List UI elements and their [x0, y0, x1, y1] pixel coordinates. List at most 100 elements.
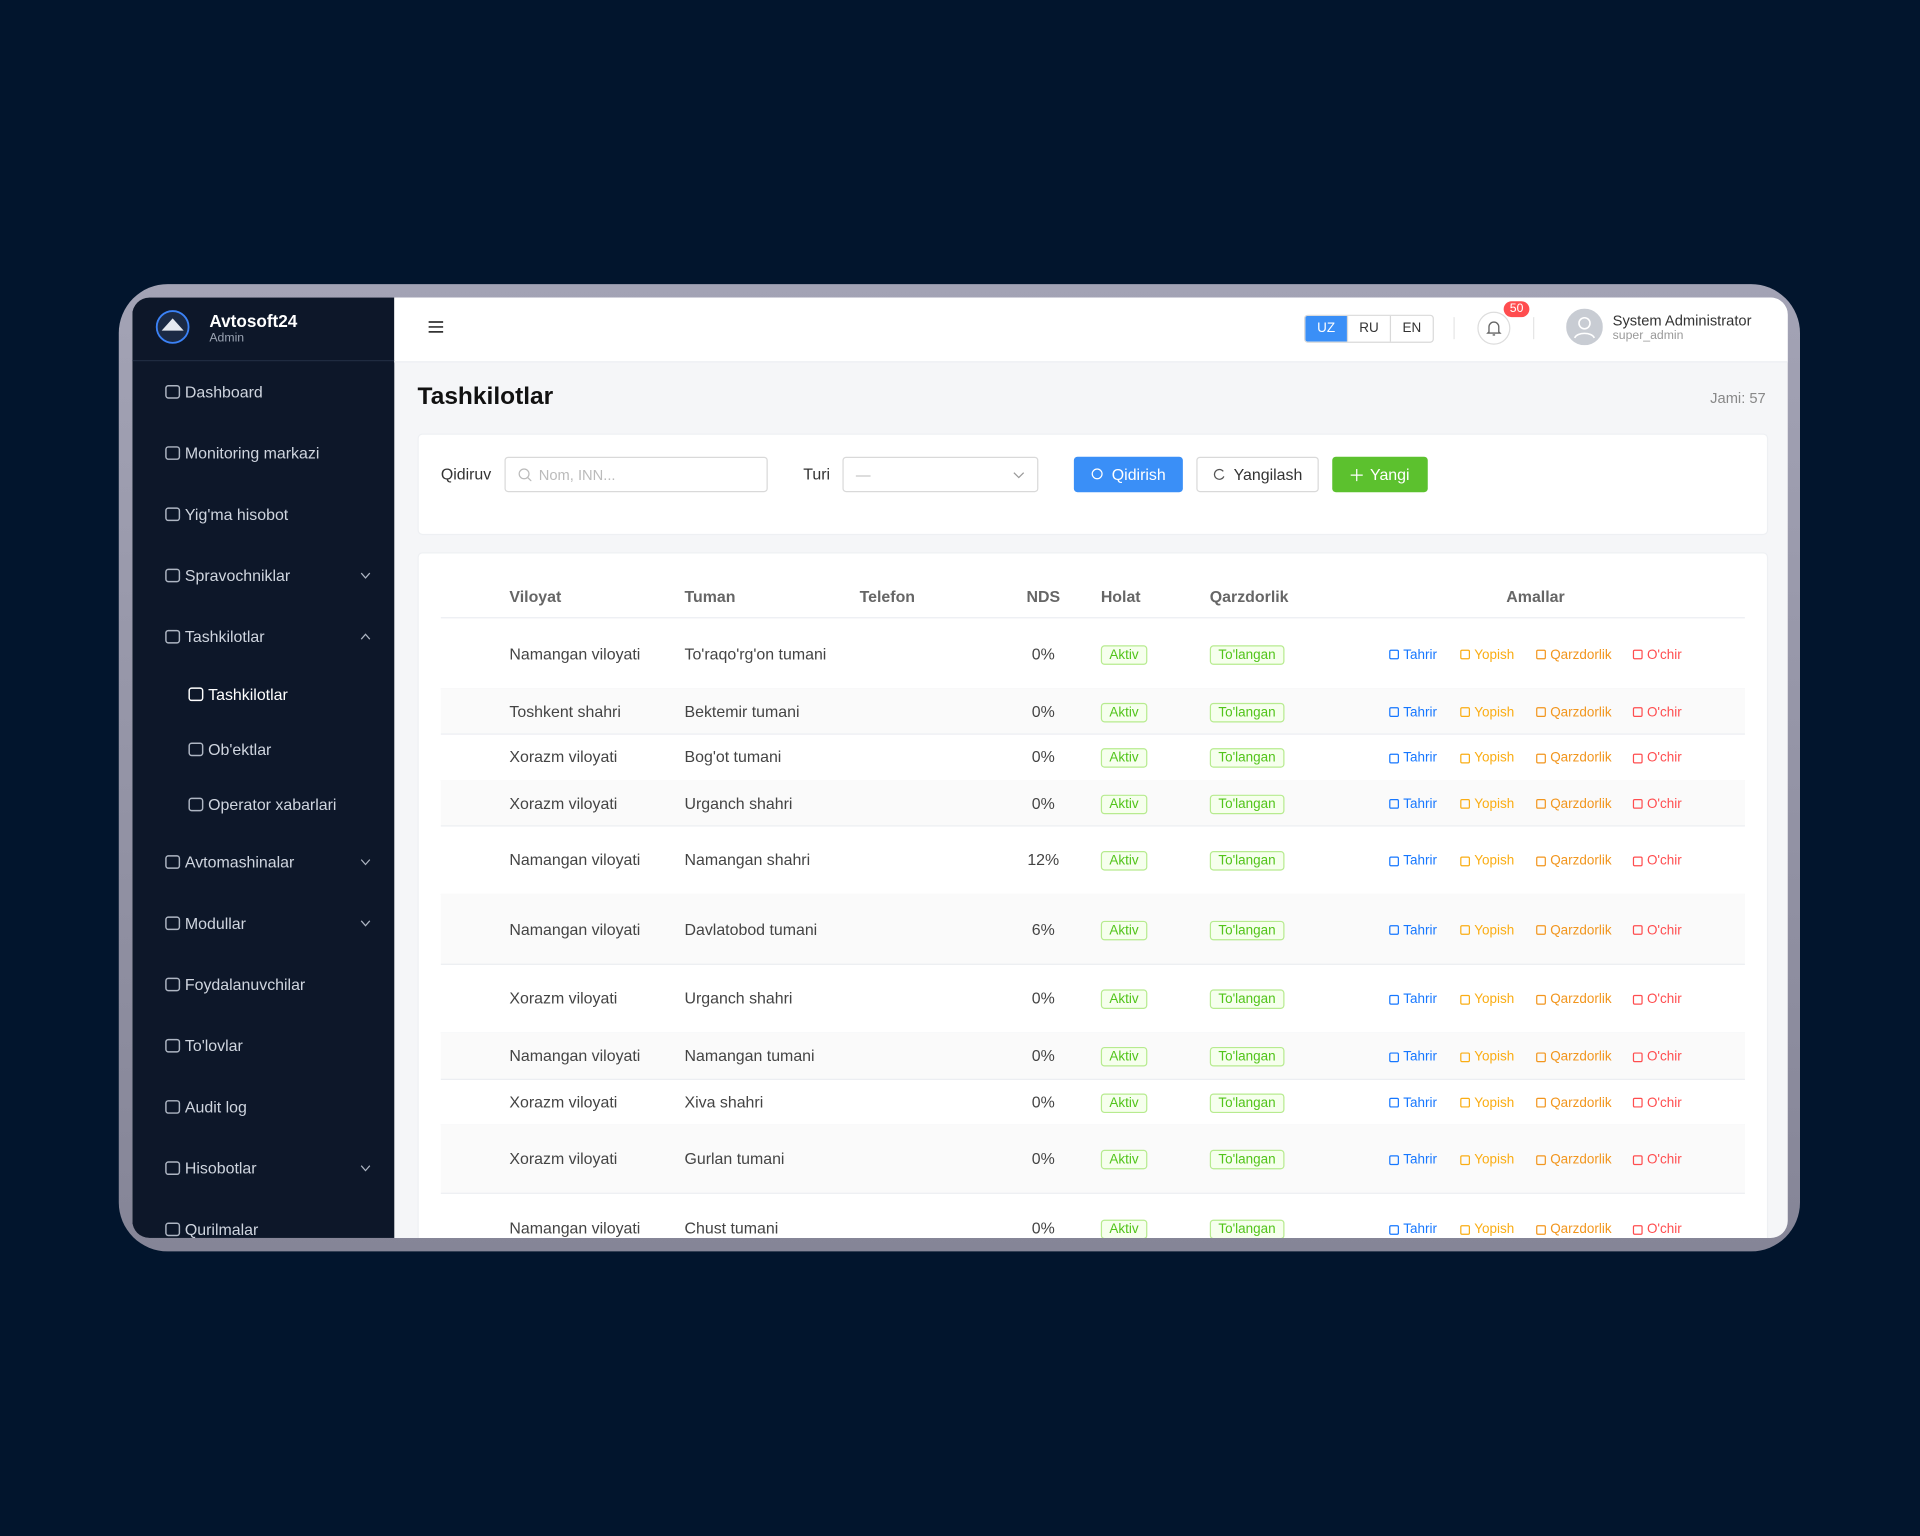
menu-toggle[interactable] [428, 321, 444, 333]
menu-item[interactable]: Ob'ektlar [132, 725, 394, 774]
menu-item[interactable]: Tashkilotlar [132, 612, 394, 661]
action-label: Qarzdorlik [1550, 991, 1612, 1007]
logo [155, 310, 190, 344]
menu-item[interactable]: Spravochniklar [132, 551, 394, 600]
menu-item[interactable]: Qurilmalar [132, 1205, 394, 1238]
action-link[interactable]: Yopish [1460, 1095, 1514, 1110]
action-link[interactable]: Tahrir [1389, 923, 1437, 937]
menu-item[interactable]: Tashkilotlar [132, 670, 394, 719]
table-row: Xorazm viloyati Urganch shahri 0% Aktiv To'l… [440, 964, 1745, 1034]
action-link[interactable]: O'chir [1632, 647, 1682, 662]
reset-button[interactable]: Yangilash [1196, 456, 1319, 493]
action-link[interactable]: Qarzdorlik [1536, 853, 1612, 868]
action-link[interactable]: Qarzdorlik [1536, 1152, 1612, 1167]
status-tag: Aktiv [1100, 851, 1148, 871]
menu-item[interactable]: Monitoring markazi [132, 429, 394, 478]
action-link[interactable]: Yopish [1460, 751, 1514, 765]
action-link[interactable]: Tahrir [1389, 1049, 1437, 1064]
action-icon [1632, 798, 1643, 809]
action-link[interactable]: Yopish [1460, 923, 1514, 937]
action-link[interactable]: O'chir [1632, 1152, 1682, 1167]
action-link[interactable]: Yopish [1460, 1222, 1514, 1237]
menu-item[interactable]: Modullar [132, 899, 394, 948]
action-link[interactable]: Yopish [1460, 1152, 1514, 1167]
action-link[interactable]: O'chir [1632, 1049, 1682, 1064]
action-link[interactable]: Tahrir [1389, 647, 1437, 662]
action-link[interactable]: Tahrir [1389, 705, 1437, 719]
bell-button[interactable] [1477, 311, 1511, 345]
debt-tag: To'langan [1209, 920, 1285, 940]
table-row: Namangan viloyati Chust tumani 0% Aktiv To'l… [441, 1193, 1745, 1238]
action-link[interactable]: Tahrir [1389, 1152, 1437, 1167]
action-link[interactable]: O'chir [1632, 853, 1682, 868]
language-button[interactable]: RU [1346, 315, 1390, 342]
table-row: Namangan viloyati To'raqo'rg'on tumani 0% A… [440, 618, 1745, 690]
cell-region: Namangan viloyati [509, 919, 641, 938]
menu-item[interactable]: Yig'ma hisobot [132, 490, 394, 539]
menu-item[interactable]: Operator xabarlari [132, 780, 394, 829]
cell-region: Toshkent shahri [509, 701, 621, 720]
action-icon [1389, 707, 1399, 717]
cell-district: Davlatobod tumani [684, 919, 818, 938]
table-row: Namangan viloyati Namangan shahri 12% Aktiv… [440, 825, 1745, 896]
new-button[interactable]: Yangi [1332, 456, 1428, 493]
search-input[interactable]: Nom, INN... [504, 456, 768, 493]
action-link[interactable]: Yopish [1460, 1049, 1514, 1064]
action-icon [1536, 798, 1546, 809]
action-link[interactable]: Tahrir [1389, 751, 1437, 765]
debt-tag: To'langan [1209, 702, 1285, 722]
cell-nds: 0% [1031, 644, 1055, 663]
action-link[interactable]: Yopish [1460, 853, 1514, 868]
menu-item[interactable]: Foydalanuvchilar [132, 960, 394, 1009]
search-button[interactable]: Qidirish [1073, 456, 1183, 493]
action-link[interactable]: Yopish [1460, 705, 1514, 719]
action-link[interactable]: Yopish [1460, 647, 1514, 662]
action-link[interactable]: O'chir [1632, 1222, 1682, 1237]
cell-district: To'raqo'rg'on tumani [684, 644, 827, 663]
avatar[interactable] [1566, 308, 1603, 346]
action-link[interactable]: Yopish [1460, 992, 1514, 1007]
menu-item[interactable]: Audit log [132, 1082, 394, 1131]
menu-item[interactable]: To'lovlar [132, 1021, 394, 1070]
action-link[interactable]: Qarzdorlik [1536, 751, 1612, 765]
menu-item[interactable]: Avtomashinalar [132, 838, 394, 887]
action-link[interactable]: Tahrir [1389, 853, 1437, 868]
action-link[interactable]: Qarzdorlik [1536, 797, 1612, 811]
reset-icon [1214, 468, 1225, 480]
language-button[interactable]: UZ [1305, 315, 1347, 342]
action-link[interactable]: Tahrir [1389, 796, 1437, 812]
action-link[interactable]: Yopish [1460, 797, 1514, 811]
action-link[interactable]: O'chir [1632, 797, 1682, 811]
action-link[interactable]: Qarzdorlik [1536, 923, 1612, 937]
action-label: O'chir [1646, 647, 1682, 662]
action-link[interactable]: Qarzdorlik [1536, 647, 1612, 662]
chevron [360, 859, 371, 866]
action-label: Tahrir [1403, 796, 1437, 812]
column-header: Viloyat [509, 587, 562, 606]
action-link[interactable]: Qarzdorlik [1536, 992, 1612, 1007]
action-link[interactable]: O'chir [1632, 922, 1682, 938]
action-link[interactable]: O'chir [1632, 992, 1682, 1007]
action-link[interactable]: O'chir [1632, 1095, 1682, 1110]
menu-label: Operator xabarlari [208, 795, 337, 814]
action-link[interactable]: O'chir [1632, 705, 1682, 719]
type-select[interactable]: — [842, 456, 1039, 493]
menu-label: Avtomashinalar [184, 852, 295, 872]
action-icon [1460, 1097, 1470, 1108]
menu-item[interactable]: Dashboard [132, 367, 394, 416]
action-link[interactable]: Qarzdorlik [1536, 1095, 1612, 1110]
action-link[interactable]: Tahrir [1389, 1095, 1437, 1110]
action-label: O'chir [1646, 922, 1682, 938]
language-button[interactable]: EN [1389, 315, 1433, 342]
role: Admin [209, 331, 245, 346]
action-link[interactable]: Tahrir [1389, 1222, 1437, 1237]
action-label: O'chir [1646, 750, 1682, 766]
action-link[interactable]: O'chir [1632, 750, 1682, 766]
menu-item[interactable]: Hisobotlar [132, 1144, 394, 1193]
action-link[interactable]: Tahrir [1389, 992, 1437, 1007]
action-link[interactable]: Qarzdorlik [1536, 1049, 1612, 1064]
user-name: System Administrator [1612, 312, 1752, 330]
action-link[interactable]: Qarzdorlik [1536, 1222, 1612, 1237]
action-link[interactable]: Qarzdorlik [1536, 705, 1612, 719]
